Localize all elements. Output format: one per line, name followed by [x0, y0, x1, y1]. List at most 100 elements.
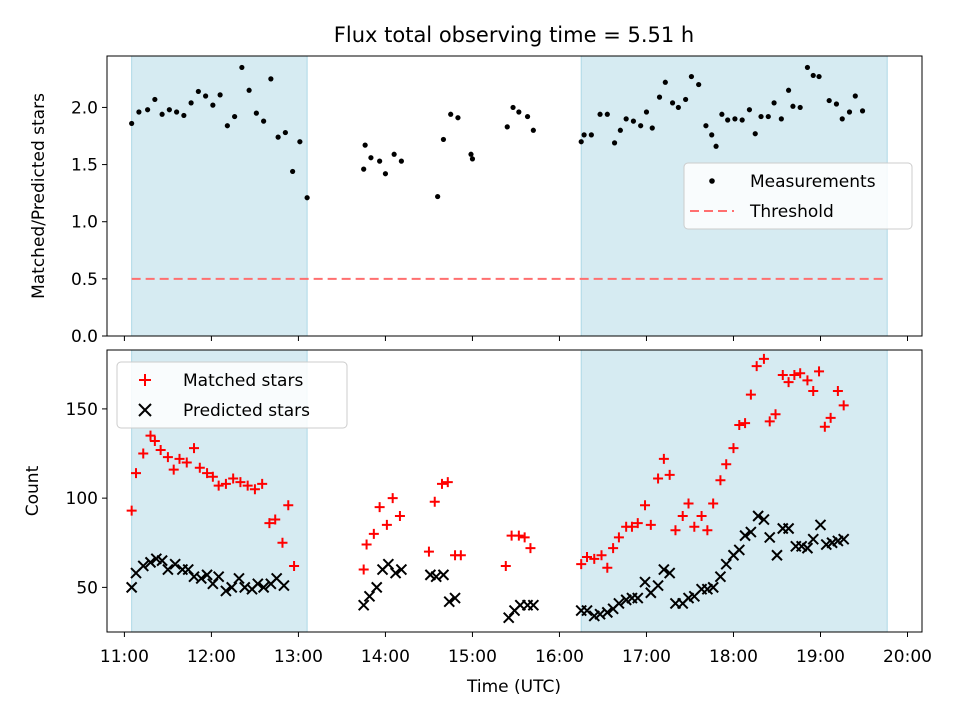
data-point [361, 539, 372, 550]
data-point [608, 543, 619, 554]
data-point [719, 111, 725, 117]
data-point [623, 116, 629, 122]
data-point [136, 109, 142, 115]
data-point [500, 560, 511, 571]
x-tick-label: 13:00 [274, 647, 323, 667]
data-point [257, 478, 268, 489]
data-point [504, 124, 510, 130]
data-point [239, 64, 245, 71]
data-point [663, 567, 676, 579]
data-point [640, 500, 651, 511]
data-point [162, 563, 174, 576]
data-point [740, 418, 751, 429]
data-point [752, 510, 764, 522]
data-point [516, 109, 522, 115]
data-point [581, 604, 593, 617]
panel-2: 50 100 150 11:00 12:00 13:00 14:00 15:00 16:00 17… [23, 349, 932, 667]
data-point [169, 558, 181, 570]
x-tick-label: 16:00 [535, 647, 584, 667]
data-point [149, 436, 160, 447]
data-point [688, 73, 695, 80]
x-tick-label: 20:00 [883, 647, 932, 667]
data-point [795, 368, 806, 379]
data-point [838, 400, 849, 411]
data-point [437, 569, 450, 581]
x-tick-label: 17:00 [622, 647, 671, 667]
data-point [144, 556, 157, 569]
data-point [524, 113, 531, 120]
data-point [814, 519, 827, 531]
data-point [377, 158, 383, 164]
data-point [752, 131, 758, 137]
data-point [382, 558, 395, 570]
data-point [765, 113, 771, 120]
data-point [261, 118, 267, 124]
data-point [513, 530, 524, 541]
data-point [801, 542, 814, 554]
data-point [581, 132, 587, 138]
data-point [777, 369, 788, 380]
data-point [810, 72, 816, 79]
data-point [764, 531, 776, 544]
data-point [362, 142, 368, 148]
data-point [455, 550, 466, 561]
legend-label: Predicted stars [183, 401, 310, 421]
data-point [468, 151, 474, 157]
series-matched-stars [126, 353, 849, 575]
data-point [145, 107, 151, 113]
data-point [220, 585, 232, 597]
data-point [658, 453, 669, 464]
data-point [357, 599, 370, 611]
data-point [604, 111, 610, 117]
data-point [387, 493, 398, 504]
data-point [174, 453, 185, 464]
y-tick-label: 150 [66, 400, 98, 420]
data-point [252, 578, 264, 590]
data-point [242, 480, 253, 491]
data-point [708, 498, 719, 509]
data-point [213, 480, 224, 491]
data-point [602, 562, 613, 573]
data-point [155, 444, 166, 455]
data-point [277, 537, 288, 548]
data-point [374, 502, 385, 513]
data-point [194, 462, 205, 473]
x-tick-label: 15:00 [448, 647, 497, 667]
data-point [596, 550, 607, 561]
data-point [696, 81, 702, 88]
data-point [715, 475, 726, 486]
data-point [589, 553, 600, 564]
data-point [816, 73, 822, 80]
data-point [751, 361, 762, 372]
data-point [145, 430, 156, 441]
y-tick-label: 1.5 [71, 156, 98, 176]
data-point [825, 412, 836, 423]
data-point [852, 93, 858, 99]
data-point [819, 421, 830, 432]
data-point [739, 529, 751, 542]
data-point [126, 505, 137, 516]
data-point [770, 409, 781, 420]
data-point [436, 478, 447, 489]
data-point [683, 96, 689, 103]
data-point [764, 416, 775, 427]
data-point [582, 552, 593, 563]
data-point [837, 533, 850, 545]
data-point [220, 478, 231, 489]
data-point [771, 100, 777, 106]
data-point [771, 549, 783, 561]
legend-marker [709, 178, 715, 184]
x-tick-label: 19:00 [796, 647, 845, 667]
data-point [808, 386, 819, 397]
data-point [745, 526, 757, 538]
data-point [159, 111, 165, 117]
data-point [669, 100, 676, 106]
data-point [398, 158, 404, 164]
x-tick-label: 18:00 [709, 647, 758, 667]
data-point [696, 510, 707, 521]
data-point [709, 132, 715, 138]
data-point [181, 112, 187, 119]
x-tick-label: 14:00 [361, 647, 410, 667]
data-point [530, 127, 536, 133]
